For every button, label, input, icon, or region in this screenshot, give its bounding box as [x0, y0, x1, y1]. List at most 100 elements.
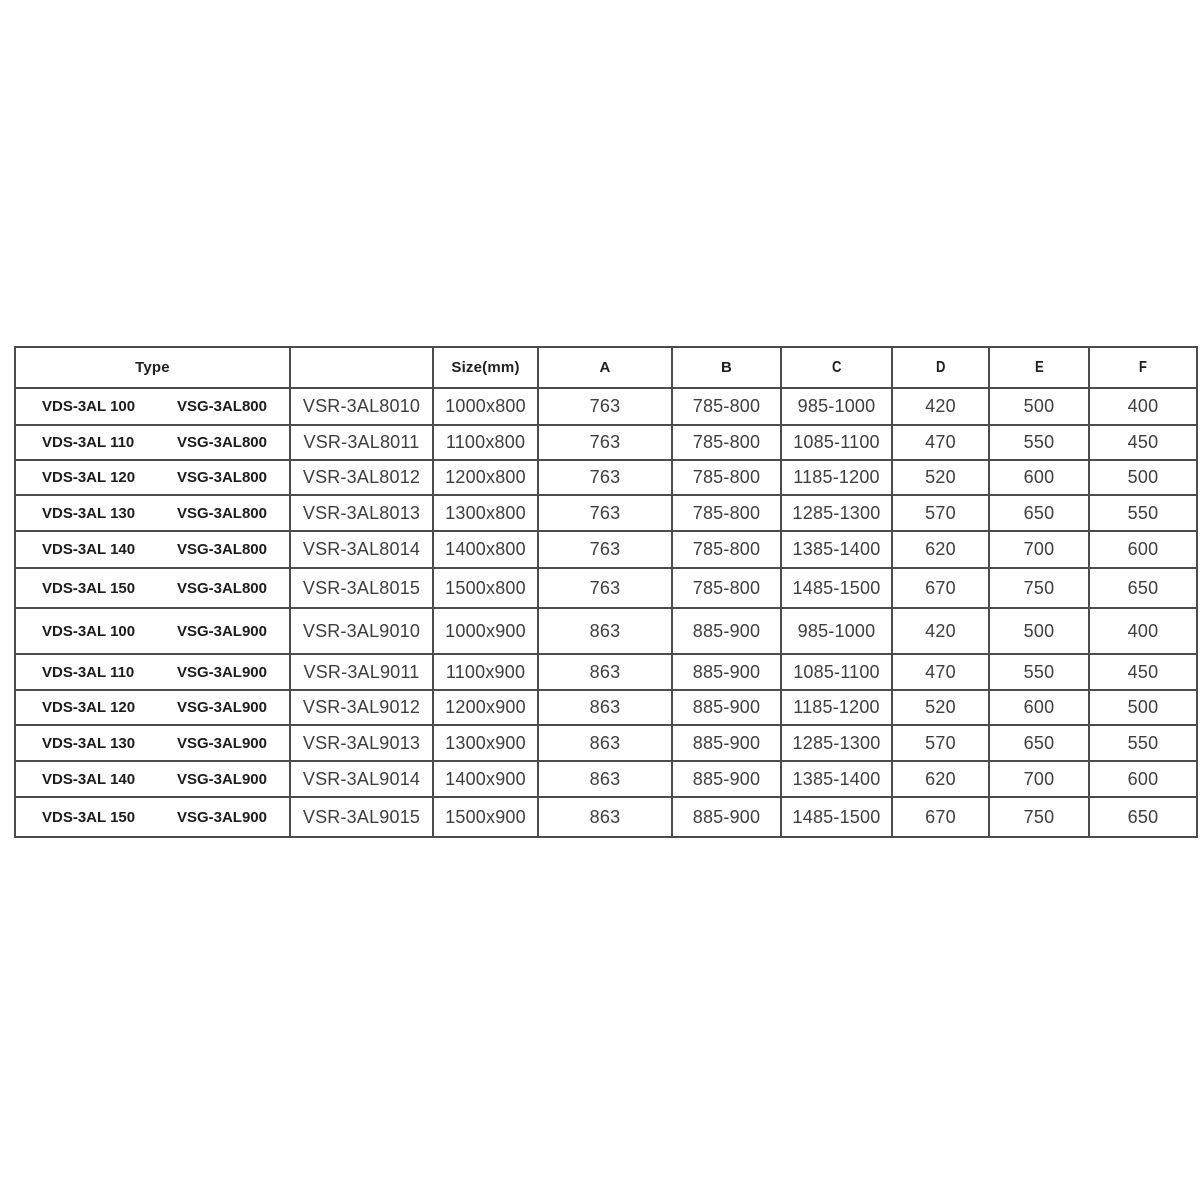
- vds-code: VDS-3AL 150: [42, 579, 136, 597]
- dim-c-cell: 1085-1100: [780, 653, 893, 691]
- dim-c-cell: 1485-1500: [780, 796, 893, 838]
- vsg-code: VSG-3AL800: [176, 469, 267, 486]
- dim-c-cell: 1285-1300: [780, 494, 893, 532]
- type-cell: VDS-3AL 150 VSG-3AL900: [14, 796, 291, 838]
- dim-b-cell: 885-900: [671, 689, 782, 726]
- dim-d-cell: 470: [891, 653, 990, 691]
- dim-f-cell: 550: [1088, 494, 1198, 532]
- table-row: VDS-3AL 120 VSG-3AL800 VSR-3AL8012 1200x8…: [14, 459, 1198, 496]
- dim-d-cell: 620: [891, 760, 990, 798]
- vsg-code: VSG-3AL800: [176, 541, 267, 558]
- vds-code: VDS-3AL 140: [42, 541, 136, 558]
- type-cell: VDS-3AL 100 VSG-3AL900: [14, 607, 291, 655]
- size-cell: 1300x800: [432, 494, 539, 532]
- dim-a-cell: 863: [537, 607, 673, 655]
- vds-code: VDS-3AL 100: [42, 622, 136, 640]
- header-row: Type Size(mm) A B C D E F: [14, 346, 1198, 389]
- dim-d-cell: 620: [891, 530, 990, 569]
- dim-a-cell: 763: [537, 387, 673, 426]
- dim-e-cell: 600: [988, 459, 1090, 496]
- dim-f-cell: 400: [1088, 387, 1198, 426]
- dim-b-cell: 785-800: [671, 459, 782, 496]
- dim-b-cell: 885-900: [671, 724, 782, 762]
- dim-f-cell: 500: [1088, 459, 1198, 496]
- dim-d-cell: 670: [891, 796, 990, 838]
- dim-d-cell: 520: [891, 689, 990, 726]
- dim-c-cell: 1185-1200: [780, 459, 893, 496]
- col-header-f-label: F: [1138, 358, 1148, 376]
- vds-code: VDS-3AL 110: [42, 663, 135, 681]
- type-cell: VDS-3AL 120 VSG-3AL800: [14, 459, 291, 496]
- vsg-code: VSG-3AL900: [176, 808, 267, 826]
- type-cell: VDS-3AL 110 VSG-3AL900: [14, 653, 291, 691]
- vsr-code-cell: VSR-3AL9013: [289, 724, 434, 762]
- dim-c-cell: 1385-1400: [780, 760, 893, 798]
- dim-d-cell: 470: [891, 424, 990, 461]
- size-cell: 1000x800: [432, 387, 539, 426]
- dim-b-cell: 785-800: [671, 387, 782, 426]
- type-cell: VDS-3AL 130 VSG-3AL800: [14, 494, 291, 532]
- col-header-e-label: E: [1034, 358, 1044, 376]
- dim-c-cell: 1485-1500: [780, 567, 893, 609]
- vsr-code-cell: VSR-3AL8012: [289, 459, 434, 496]
- col-header-c-label: C: [831, 358, 842, 376]
- dim-e-cell: 750: [988, 567, 1090, 609]
- vsg-code: VSG-3AL800: [176, 398, 267, 415]
- dim-e-cell: 550: [988, 424, 1090, 461]
- col-header-size: Size(mm): [432, 346, 539, 389]
- dim-f-cell: 450: [1088, 424, 1198, 461]
- dim-d-cell: 670: [891, 567, 990, 609]
- size-cell: 1500x800: [432, 567, 539, 609]
- size-cell: 1000x900: [432, 607, 539, 655]
- vsg-code: VSG-3AL900: [176, 770, 267, 788]
- vsr-code-cell: VSR-3AL8015: [289, 567, 434, 609]
- col-header-b: B: [671, 346, 782, 389]
- size-cell: 1200x900: [432, 689, 539, 726]
- dim-a-cell: 763: [537, 567, 673, 609]
- dim-d-cell: 420: [891, 607, 990, 655]
- dim-b-cell: 785-800: [671, 424, 782, 461]
- vsg-code: VSG-3AL900: [176, 699, 267, 716]
- dim-b-cell: 885-900: [671, 760, 782, 798]
- dim-f-cell: 550: [1088, 724, 1198, 762]
- dim-f-cell: 500: [1088, 689, 1198, 726]
- size-cell: 1400x900: [432, 760, 539, 798]
- table-row: VDS-3AL 100 VSG-3AL900 VSR-3AL9010 1000x9…: [14, 607, 1198, 655]
- vsr-code-cell: VSR-3AL9015: [289, 796, 434, 838]
- size-cell: 1200x800: [432, 459, 539, 496]
- vsr-code-cell: VSR-3AL9011: [289, 653, 434, 691]
- type-cell: VDS-3AL 120 VSG-3AL900: [14, 689, 291, 726]
- table-row: VDS-3AL 110 VSG-3AL900 VSR-3AL9011 1100x9…: [14, 653, 1198, 691]
- dim-b-cell: 885-900: [671, 607, 782, 655]
- vsr-code-cell: VSR-3AL9010: [289, 607, 434, 655]
- dim-c-cell: 1185-1200: [780, 689, 893, 726]
- vsg-code: VSG-3AL900: [176, 622, 267, 640]
- size-cell: 1300x900: [432, 724, 539, 762]
- vsg-code: VSG-3AL800: [176, 434, 267, 451]
- col-header-a: A: [537, 346, 673, 389]
- dim-d-cell: 570: [891, 724, 990, 762]
- col-header-c: C: [780, 346, 893, 389]
- dim-a-cell: 763: [537, 494, 673, 532]
- col-header-type: Type: [14, 346, 291, 389]
- size-cell: 1500x900: [432, 796, 539, 838]
- dim-f-cell: 600: [1088, 760, 1198, 798]
- dim-b-cell: 785-800: [671, 494, 782, 532]
- col-header-b-label: B: [720, 359, 733, 376]
- vds-code: VDS-3AL 130: [42, 734, 136, 752]
- table-row: VDS-3AL 120 VSG-3AL900 VSR-3AL9012 1200x9…: [14, 689, 1198, 726]
- table-row: VDS-3AL 110 VSG-3AL800 VSR-3AL8011 1100x8…: [14, 424, 1198, 461]
- vds-code: VDS-3AL 130: [42, 504, 136, 522]
- dim-e-cell: 700: [988, 760, 1090, 798]
- dim-e-cell: 500: [988, 607, 1090, 655]
- dim-a-cell: 863: [537, 653, 673, 691]
- col-header-a-label: A: [599, 359, 611, 376]
- dim-a-cell: 763: [537, 459, 673, 496]
- type-cell: VDS-3AL 140 VSG-3AL800: [14, 530, 291, 569]
- dim-e-cell: 600: [988, 689, 1090, 726]
- dim-f-cell: 650: [1088, 567, 1198, 609]
- type-cell: VDS-3AL 100 VSG-3AL800: [14, 387, 291, 426]
- dim-e-cell: 750: [988, 796, 1090, 838]
- type-cell: VDS-3AL 130 VSG-3AL900: [14, 724, 291, 762]
